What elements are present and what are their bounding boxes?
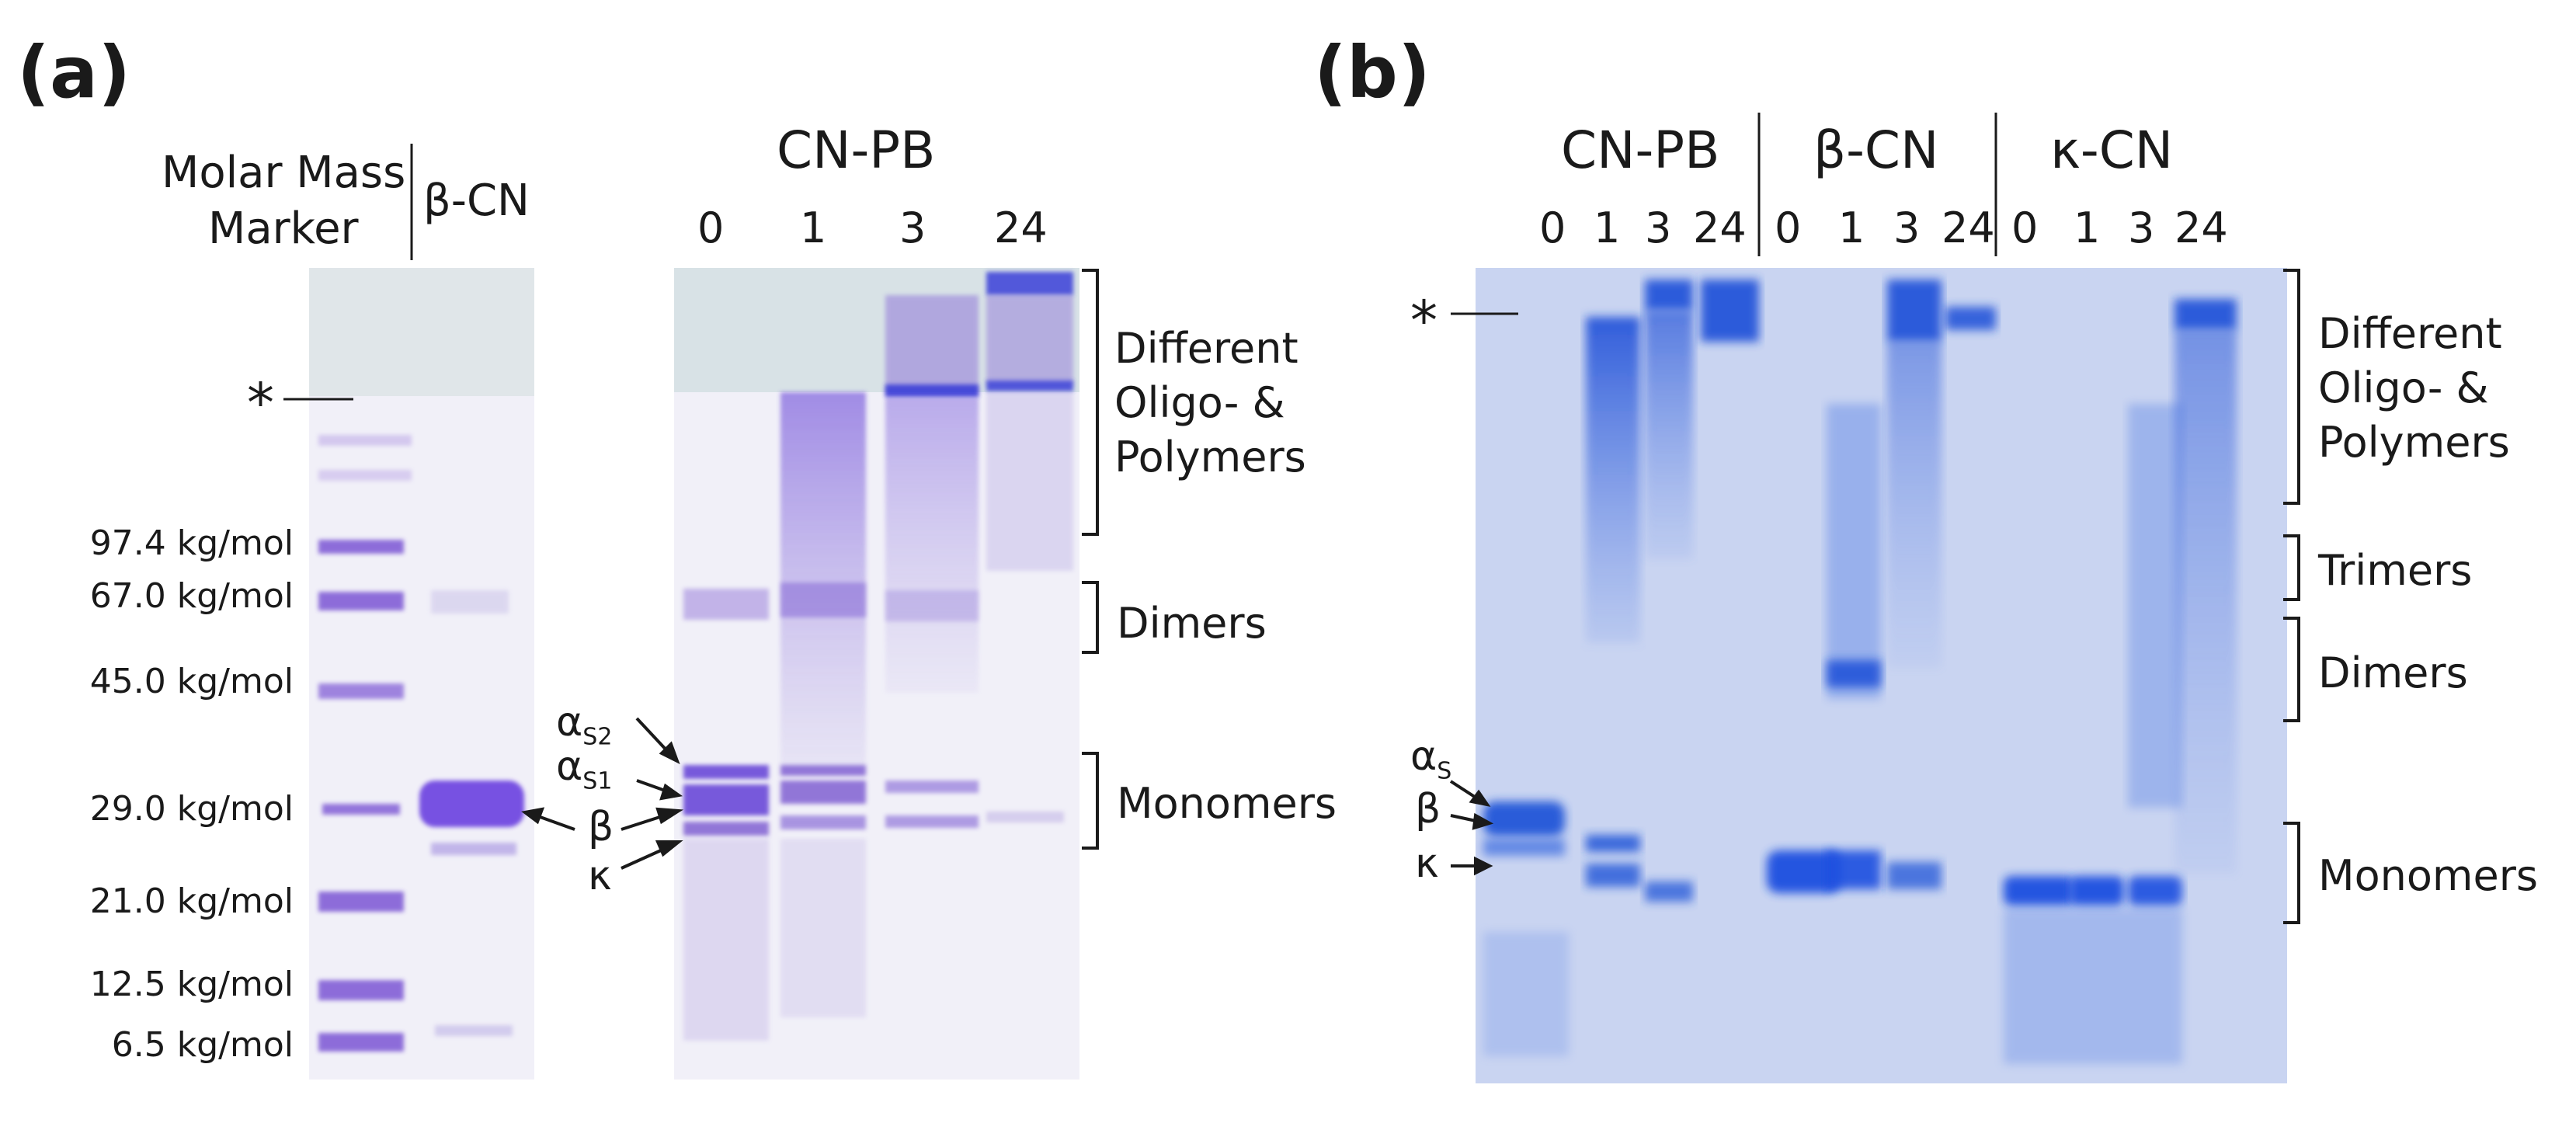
band-label-as2: αS2 (556, 699, 613, 751)
band-label-as1: αS1 (556, 743, 613, 795)
star-leaders (283, 312, 1518, 401)
lane-label-a-3: 3 (899, 203, 926, 252)
star-marker-a: * (247, 371, 274, 435)
lane-label-b-kcn-1: 1 (2074, 203, 2101, 252)
gel-a-cnpb (674, 268, 1079, 1080)
bracket-label-polymers-a: Different Oligo- & Polymers (1114, 324, 1306, 482)
mw-label-12: 12.5 kg/mol (89, 965, 294, 1004)
bracket-label-dimers-a: Dimers (1117, 599, 1267, 648)
marker-header-line2: Marker (208, 203, 359, 254)
gel-b (1476, 268, 2287, 1083)
lane-label-a-1: 1 (800, 203, 827, 252)
lane-label-b-cnpb-24: 24 (1693, 203, 1747, 252)
bracket-label-dimers-b: Dimers (2318, 648, 2468, 697)
band-label-beta-a: β (588, 804, 614, 850)
lane-label-b-kcn-0: 0 (2011, 203, 2039, 252)
mw-label-29: 29.0 kg/mol (89, 789, 294, 829)
lane-label-a-0: 0 (697, 203, 725, 252)
mw-label-21: 21.0 kg/mol (89, 881, 294, 921)
mw-label-45: 45.0 kg/mol (89, 662, 294, 701)
mw-label-97: 97.4 kg/mol (89, 523, 294, 563)
lane-label-b-kcn-24: 24 (2174, 203, 2228, 252)
lane-label-a-24: 24 (994, 203, 1048, 252)
cn-pb-header-a: CN-PB (777, 120, 936, 180)
lane-label-b-kcn-3: 3 (2128, 203, 2155, 252)
kappa-cn-header-b: κ-CN (2050, 120, 2174, 180)
lane-label-b-bcn-1: 1 (1838, 203, 1865, 252)
marker-header-line1: Molar Mass (162, 148, 406, 198)
band-arrows (521, 717, 1494, 876)
mw-label-6: 6.5 kg/mol (111, 1025, 294, 1065)
star-marker-b: * (1410, 289, 1437, 353)
beta-cn-header-b: β-CN (1813, 120, 1939, 180)
beta-cn-header-a: β-CN (423, 176, 530, 226)
cn-pb-header-b: CN-PB (1561, 120, 1720, 180)
bracket-label-monomers-b: Monomers (2318, 851, 2539, 900)
band-label-kappa-b: κ (1415, 840, 1439, 887)
lane-label-b-bcn-3: 3 (1893, 203, 1921, 252)
lane-label-b-cnpb-0: 0 (1539, 203, 1566, 252)
lane-label-b-bcn-24: 24 (1942, 203, 1995, 252)
band-label-as-b: αS (1410, 733, 1452, 785)
band-label-kappa-a: κ (588, 853, 612, 899)
header-dividers (410, 113, 1997, 260)
lane-label-b-cnpb-3: 3 (1645, 203, 1672, 252)
lane-label-b-bcn-0: 0 (1775, 203, 1802, 252)
panel-a-label: (a) (17, 31, 131, 114)
mw-label-67: 67.0 kg/mol (89, 576, 294, 616)
bracket-label-trimers-b: Trimers (2318, 546, 2473, 595)
lane-label-b-cnpb-1: 1 (1594, 203, 1621, 252)
gel-a-marker (309, 268, 534, 1080)
bracket-label-polymers-b: Different Oligo- & Polymers (2318, 309, 2510, 467)
panel-b-label: (b) (1314, 31, 1431, 114)
bracket-label-monomers-a: Monomers (1117, 779, 1337, 828)
band-label-beta-b: β (1415, 786, 1441, 833)
